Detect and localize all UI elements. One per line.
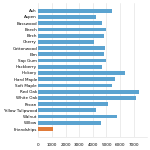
Bar [38,52,104,56]
Bar [38,71,125,75]
Bar [38,40,94,44]
Bar [38,121,101,125]
Bar [38,21,102,25]
Bar [38,65,102,69]
Bar [38,28,106,31]
Bar [38,59,106,62]
Bar [38,115,117,118]
Bar [38,84,112,87]
Bar [38,46,105,50]
Bar [38,108,96,112]
Bar [38,15,96,19]
Bar [38,96,136,100]
Bar [38,34,104,38]
Bar [38,90,139,94]
Bar [38,102,108,106]
Bar [38,127,53,131]
Bar [38,9,112,13]
Bar [38,77,115,81]
